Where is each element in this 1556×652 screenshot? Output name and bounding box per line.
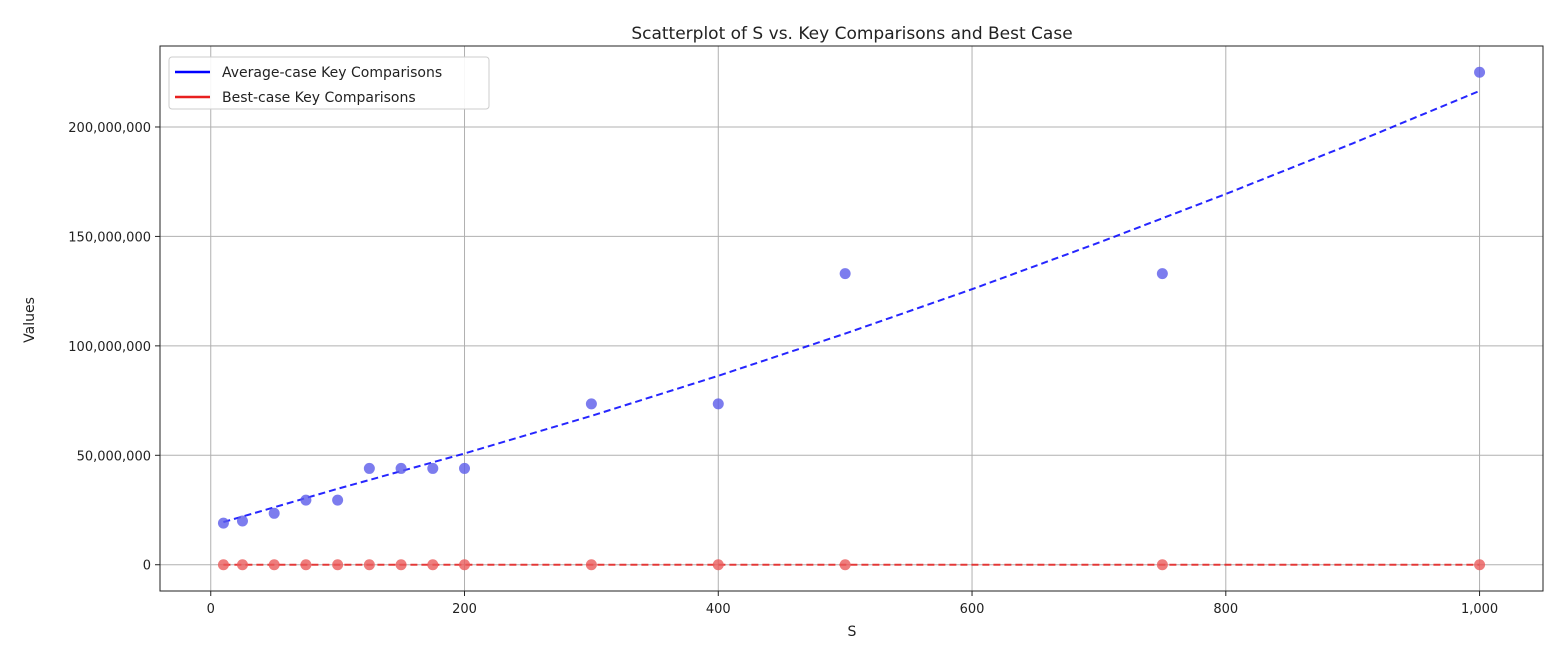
data-points	[217, 66, 1486, 571]
legend-box	[168, 56, 490, 110]
average-case-point	[363, 462, 375, 474]
x-axis-ticks: 0 200 400 600 800 1,000	[207, 591, 1498, 617]
x-tick-label: 800	[1213, 602, 1238, 617]
y-tick-label: 150,000,000	[68, 230, 151, 245]
x-axis-label: S	[848, 624, 857, 640]
average-case-point	[585, 398, 597, 410]
average-case-point	[395, 462, 407, 474]
average-case-point	[268, 507, 280, 519]
y-tick-label: 50,000,000	[77, 449, 151, 464]
chart-title: Scatterplot of S vs. Key Comparisons and…	[631, 24, 1072, 44]
best-case-point	[427, 559, 439, 571]
average-case-point	[427, 462, 439, 474]
average-case-point	[459, 462, 471, 474]
y-tick-label: 100,000,000	[68, 340, 151, 355]
average-case-point	[839, 268, 851, 280]
best-case-point	[459, 559, 471, 571]
average-case-trend-line	[223, 89, 1480, 524]
best-case-point	[217, 559, 229, 571]
legend: Average-case Key Comparisons Best-case Ke…	[168, 56, 490, 110]
grid-layer	[160, 46, 1543, 591]
y-axis-ticks: 0 50,000,000 100,000,000 150,000,000 200,000…	[68, 121, 160, 574]
best-case-point	[1474, 559, 1486, 571]
average-case-point	[217, 517, 229, 529]
legend-label-best-case: Best-case Key Comparisons	[222, 90, 416, 106]
best-case-point	[712, 559, 724, 571]
average-case-point	[1474, 66, 1486, 78]
fit-lines	[223, 89, 1480, 566]
average-case-point	[332, 494, 344, 506]
best-case-point	[1156, 559, 1168, 571]
best-case-point	[236, 559, 248, 571]
best-case-point	[363, 559, 375, 571]
x-tick-label: 1,000	[1461, 602, 1498, 617]
x-tick-label: 600	[960, 602, 985, 617]
y-tick-label: 200,000,000	[68, 121, 151, 136]
best-case-point	[300, 559, 312, 571]
x-tick-label: 0	[207, 602, 215, 617]
legend-label-average-case: Average-case Key Comparisons	[222, 65, 442, 81]
x-tick-label: 400	[706, 602, 731, 617]
y-tick-label: 0	[143, 559, 151, 574]
y-axis-label: Values	[22, 297, 38, 343]
best-case-point	[268, 559, 280, 571]
average-case-point	[236, 515, 248, 527]
best-case-point	[585, 559, 597, 571]
average-case-point	[300, 494, 312, 506]
average-case-point	[712, 398, 724, 410]
plot-frame	[159, 45, 1544, 592]
average-case-point	[1156, 268, 1168, 280]
x-tick-label: 200	[452, 602, 477, 617]
best-case-point	[332, 559, 344, 571]
best-case-point	[395, 559, 407, 571]
best-case-point	[839, 559, 851, 571]
